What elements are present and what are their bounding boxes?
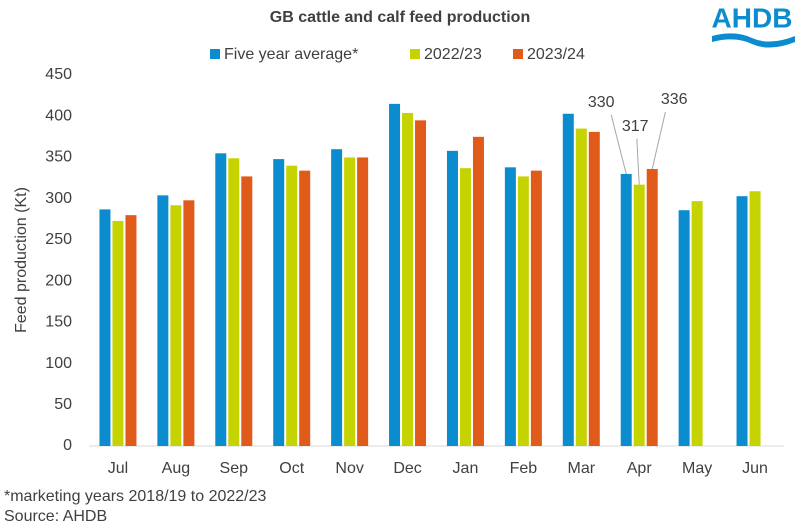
footnote: Source: AHDB bbox=[4, 508, 107, 525]
legend-label: Five year average* bbox=[224, 46, 358, 63]
bar bbox=[736, 196, 748, 446]
x-tick-label: Sep bbox=[220, 460, 249, 477]
bar bbox=[299, 170, 311, 446]
x-tick-label: Jun bbox=[742, 460, 768, 477]
x-tick-label: May bbox=[682, 460, 712, 477]
x-tick-label: Jul bbox=[108, 460, 128, 477]
bar bbox=[157, 195, 169, 446]
logo-wave bbox=[712, 33, 795, 48]
y-tick-label: 250 bbox=[45, 231, 72, 248]
x-tick-label: Dec bbox=[393, 460, 421, 477]
leader-line bbox=[636, 138, 640, 185]
leader-line bbox=[610, 114, 627, 175]
bar bbox=[633, 184, 645, 446]
y-tick-label: 0 bbox=[63, 437, 72, 454]
legend-swatch bbox=[513, 49, 523, 59]
legend-label: 2022/23 bbox=[424, 46, 482, 63]
y-tick-label: 150 bbox=[45, 314, 72, 331]
bar bbox=[125, 215, 137, 446]
bar bbox=[446, 150, 458, 447]
bar bbox=[620, 173, 632, 446]
bar bbox=[99, 209, 111, 446]
bar bbox=[402, 112, 414, 447]
bar bbox=[357, 157, 369, 446]
x-tick-label: Mar bbox=[568, 460, 596, 477]
bar bbox=[344, 157, 356, 446]
bar bbox=[530, 170, 542, 446]
x-tick-label: Aug bbox=[162, 460, 190, 477]
x-tick-label: Oct bbox=[279, 460, 304, 477]
x-tick-label: Jan bbox=[453, 460, 479, 477]
x-tick-label: Nov bbox=[335, 460, 363, 477]
y-tick-label: 300 bbox=[45, 190, 72, 207]
legend-label: 2023/24 bbox=[527, 46, 585, 63]
y-tick-label: 450 bbox=[45, 66, 72, 83]
bar bbox=[691, 201, 703, 446]
legend-swatch bbox=[210, 49, 220, 59]
bar bbox=[562, 113, 574, 446]
x-tick-label: Feb bbox=[510, 460, 538, 477]
data-label: 317 bbox=[622, 118, 649, 135]
data-label: 336 bbox=[661, 91, 688, 108]
bar bbox=[678, 210, 690, 446]
y-tick-label: 200 bbox=[45, 272, 72, 289]
bar bbox=[389, 103, 401, 446]
x-tick-label: Apr bbox=[627, 460, 653, 477]
data-label: 330 bbox=[588, 94, 615, 111]
bar bbox=[241, 176, 253, 446]
bar bbox=[504, 167, 516, 447]
logo: AHDB bbox=[712, 2, 793, 33]
bar bbox=[286, 165, 298, 446]
y-tick-label: 400 bbox=[45, 107, 72, 124]
legend-swatch bbox=[410, 49, 420, 59]
bar bbox=[749, 191, 761, 446]
leader-line bbox=[651, 111, 666, 170]
bar bbox=[415, 120, 427, 446]
bar bbox=[170, 205, 182, 446]
bar bbox=[183, 200, 195, 446]
bar bbox=[215, 153, 227, 447]
y-tick-label: 100 bbox=[45, 355, 72, 372]
bar bbox=[112, 220, 124, 446]
bar bbox=[331, 149, 343, 446]
bar bbox=[273, 159, 285, 447]
y-tick-label: 50 bbox=[54, 396, 72, 413]
bar bbox=[517, 176, 529, 446]
chart-title: GB cattle and calf feed production bbox=[270, 9, 530, 26]
bar bbox=[472, 136, 484, 447]
footnote: *marketing years 2018/19 to 2022/23 bbox=[4, 488, 267, 505]
bar bbox=[646, 168, 658, 446]
y-tick-label: 350 bbox=[45, 149, 72, 166]
bar bbox=[588, 131, 600, 447]
y-axis-label: Feed production (Kt) bbox=[13, 187, 30, 333]
bar bbox=[459, 168, 471, 446]
bar bbox=[575, 128, 587, 447]
bar bbox=[228, 158, 240, 446]
